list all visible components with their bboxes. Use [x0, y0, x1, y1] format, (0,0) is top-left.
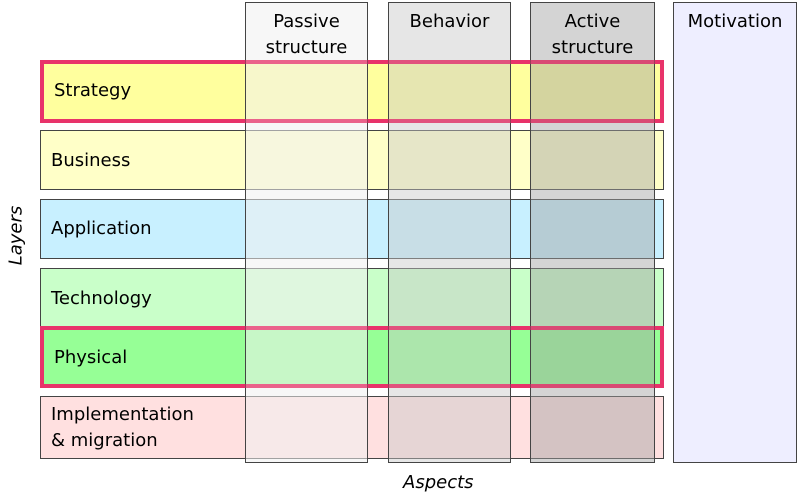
layer-label: Physical	[54, 347, 128, 368]
motivation-column: Motivation	[673, 2, 797, 463]
motivation-header: Motivation	[687, 11, 783, 32]
aspect-active-structure: Active structure	[530, 2, 655, 463]
layers-axis-label: Layers	[5, 205, 27, 266]
layer-label: Application	[51, 218, 152, 239]
aspects-axis-label: Aspects	[403, 472, 474, 493]
aspect-header: Behavior	[409, 11, 490, 32]
layer-label: Technology	[51, 288, 152, 309]
layer-label: Implementation & migration	[51, 404, 194, 451]
layer-label: Strategy	[54, 80, 132, 101]
aspect-behavior: Behavior	[388, 2, 511, 463]
aspect-header: Active structure	[551, 11, 634, 58]
layer-label: Business	[51, 150, 131, 171]
aspect-header: Passive structure	[265, 11, 348, 58]
aspect-passive-structure: Passive structure	[245, 2, 368, 463]
